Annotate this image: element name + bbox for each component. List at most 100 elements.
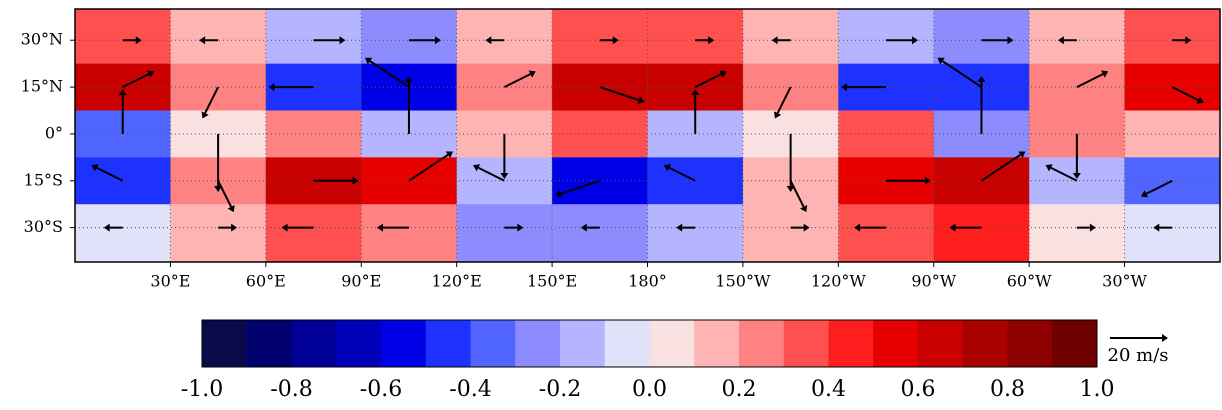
vector-head — [854, 223, 861, 232]
vector-shaft — [560, 179, 601, 195]
colorbar-bin — [873, 320, 919, 367]
vector-head — [1072, 172, 1081, 179]
vector-head — [146, 70, 155, 78]
colorbar-bin — [202, 320, 248, 367]
field-cell — [456, 9, 553, 65]
colorbar-tick-label: 1.0 — [1080, 377, 1115, 402]
vector-head — [1153, 223, 1160, 232]
wind-vector — [408, 36, 441, 45]
field-cell — [647, 204, 744, 263]
vector-head — [1045, 164, 1053, 172]
vector-head — [708, 36, 715, 45]
wind-vector — [599, 36, 619, 45]
field-cell — [552, 157, 648, 205]
vector-shaft — [96, 166, 124, 182]
wind-vector — [1153, 223, 1173, 232]
field-cell — [265, 110, 362, 158]
vector-head — [376, 223, 383, 232]
wind-vector — [694, 70, 727, 88]
wind-vector — [981, 36, 1014, 45]
wind-vector — [218, 223, 238, 232]
vector-head — [580, 223, 587, 232]
field-cell — [265, 204, 362, 263]
wind-vector — [1076, 223, 1096, 232]
vector-shaft — [694, 73, 722, 88]
wind-vector — [786, 133, 795, 192]
x-tick-label: 150°W — [715, 272, 771, 291]
field-cell — [552, 9, 648, 65]
wind-vector — [1140, 179, 1173, 198]
colorbar-tick-label: -0.4 — [449, 377, 491, 402]
vector-head — [925, 176, 932, 185]
vector-shaft — [1145, 179, 1173, 195]
field-cell — [456, 204, 553, 263]
field-cell — [742, 9, 839, 65]
field-cell — [1124, 157, 1221, 205]
colorbar-bin — [246, 320, 292, 367]
colorbar-bin — [1007, 320, 1053, 367]
colorbar-tick-label: 0.2 — [722, 377, 757, 402]
vector-shaft — [1171, 86, 1199, 101]
x-tick-label: 120°W — [811, 272, 867, 291]
field-cell — [933, 204, 1030, 263]
field-cell — [1029, 9, 1126, 65]
vector-head — [1101, 70, 1109, 78]
x-tick-label: 150°E — [527, 272, 577, 291]
vector-shaft — [980, 153, 1022, 182]
field-cell — [1124, 9, 1221, 65]
colorbar-tick-label: 0.0 — [632, 377, 667, 402]
vector-head — [91, 164, 99, 172]
field-cell — [838, 9, 935, 65]
colorbar-tick-label: 0.8 — [990, 377, 1025, 402]
wind-vector — [980, 151, 1026, 182]
vector-shaft — [204, 86, 220, 114]
vector-head — [800, 205, 808, 213]
key-label: 20 m/s — [1108, 345, 1169, 366]
vector-head — [1140, 190, 1149, 198]
vector-head — [1018, 151, 1026, 159]
vector-head — [803, 223, 810, 232]
wind-vector — [937, 57, 983, 88]
vector-head — [719, 70, 727, 78]
wind-vector — [281, 223, 314, 232]
colorbar-tick-label: -0.2 — [539, 377, 581, 402]
colorbar-frame — [201, 319, 1098, 368]
vector-head — [912, 36, 919, 45]
wind-vector — [122, 36, 142, 45]
vector-head — [118, 88, 127, 95]
field-cell — [170, 204, 267, 263]
wind-vector — [217, 180, 235, 213]
field-cell — [647, 9, 744, 65]
wind-vector — [663, 164, 696, 182]
vector-head — [1007, 36, 1014, 45]
x-tick-label: 90°W — [911, 272, 956, 291]
vector-head — [1185, 36, 1192, 45]
vector-head — [281, 223, 288, 232]
y-tick-label: 30°S — [24, 217, 63, 236]
vector-shaft — [503, 73, 531, 88]
wind-vector — [503, 70, 536, 88]
vector-shaft — [599, 86, 640, 102]
wind-vector — [214, 133, 223, 192]
wind-vector — [789, 180, 808, 213]
colorbar-bin — [470, 320, 516, 367]
vector-head — [637, 96, 645, 104]
vector-head — [364, 57, 373, 65]
colorbar-bin — [425, 320, 471, 367]
field-cell — [1029, 204, 1126, 263]
wind-vector — [199, 36, 219, 45]
vector-head — [473, 164, 481, 172]
wind-vector — [580, 223, 600, 232]
colorbar-bin — [739, 320, 785, 367]
wind-vector — [313, 36, 346, 45]
vector-head — [434, 36, 441, 45]
wind-vector — [676, 223, 696, 232]
wind-vector — [1172, 36, 1192, 45]
wind-vector — [504, 223, 524, 232]
vector-head — [528, 70, 536, 78]
field-cell — [742, 204, 839, 263]
wind-vector — [91, 164, 124, 182]
wind-vector — [1076, 70, 1109, 88]
x-tick-label: 30°W — [1102, 272, 1147, 291]
